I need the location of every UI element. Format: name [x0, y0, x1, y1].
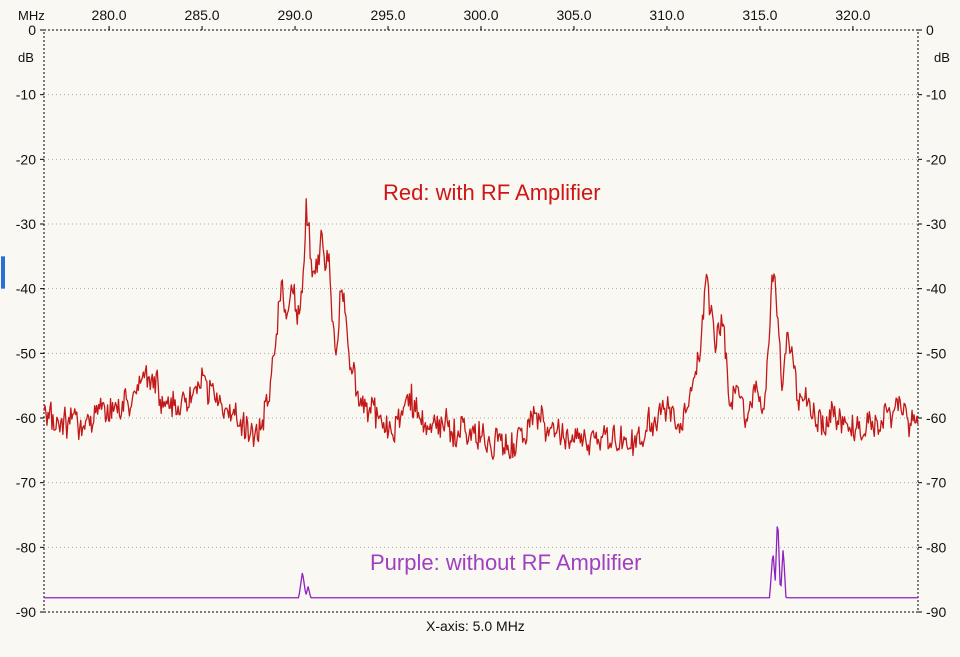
svg-text:-30: -30 [16, 216, 36, 232]
svg-text:dB: dB [18, 50, 34, 65]
left-marker [1, 256, 5, 288]
svg-text:-80: -80 [926, 539, 946, 555]
svg-text:310.0: 310.0 [649, 7, 684, 23]
svg-text:295.0: 295.0 [370, 7, 405, 23]
svg-text:320.0: 320.0 [835, 7, 870, 23]
svg-text:-10: -10 [926, 87, 946, 103]
svg-text:0: 0 [28, 22, 36, 38]
svg-text:-30: -30 [926, 216, 946, 232]
svg-text:-90: -90 [926, 604, 946, 620]
svg-text:280.0: 280.0 [92, 7, 127, 23]
svg-text:-50: -50 [926, 345, 946, 361]
svg-text:-60: -60 [16, 410, 36, 426]
svg-text:MHz: MHz [18, 8, 45, 23]
legend-red: Red: with RF Amplifier [383, 180, 601, 206]
legend-purple: Purple: without RF Amplifier [370, 550, 641, 576]
svg-text:-20: -20 [16, 151, 36, 167]
series-with-rf-amplifier [44, 199, 918, 460]
svg-text:-70: -70 [926, 475, 946, 491]
svg-text:285.0: 285.0 [185, 7, 220, 23]
svg-text:-70: -70 [16, 475, 36, 491]
x-axis-footer: X-axis: 5.0 MHz [426, 618, 525, 634]
svg-text:-20: -20 [926, 151, 946, 167]
svg-text:0: 0 [926, 22, 934, 38]
svg-text:-40: -40 [926, 281, 946, 297]
svg-text:305.0: 305.0 [556, 7, 591, 23]
svg-text:-90: -90 [16, 604, 36, 620]
svg-text:290.0: 290.0 [278, 7, 313, 23]
svg-text:-80: -80 [16, 539, 36, 555]
svg-text:315.0: 315.0 [742, 7, 777, 23]
svg-text:-50: -50 [16, 345, 36, 361]
svg-text:-60: -60 [926, 410, 946, 426]
spectrum-chart: { "chart": { "type": "line-spectrum", "b… [0, 0, 960, 657]
svg-text:-10: -10 [16, 87, 36, 103]
svg-text:dB: dB [934, 50, 950, 65]
svg-text:-40: -40 [16, 281, 36, 297]
svg-text:300.0: 300.0 [463, 7, 498, 23]
